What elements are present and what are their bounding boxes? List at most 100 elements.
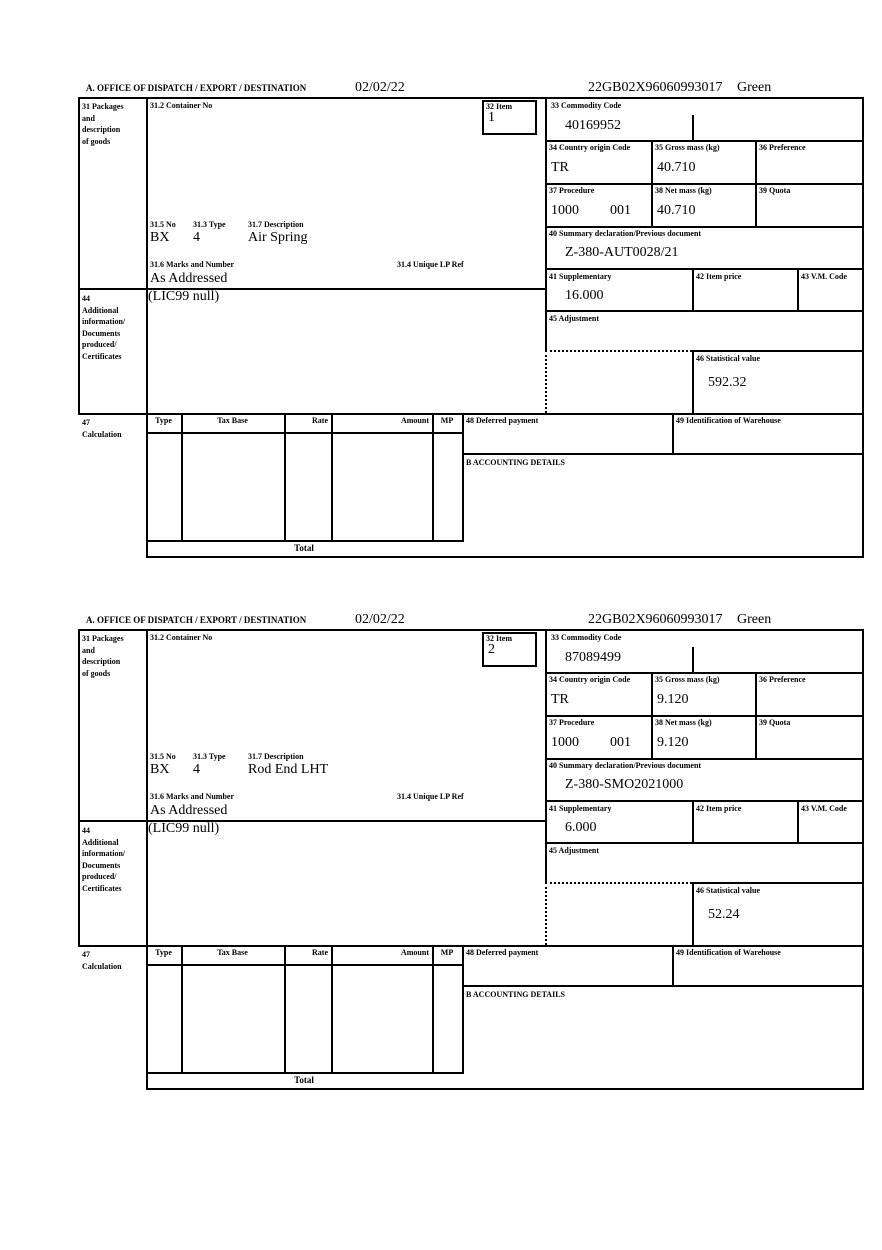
calc-col-amount: Amount	[400, 948, 429, 957]
dotted-border-line	[545, 882, 547, 945]
previous-document-label: 40 Summary declaration/Previous document	[549, 761, 702, 770]
border-line	[432, 945, 434, 1072]
package-no-label: 31.5 No	[150, 752, 176, 761]
calc-total-label: Total	[294, 1075, 314, 1085]
item-number-box	[482, 632, 537, 667]
border-line	[862, 97, 864, 558]
country-origin-value: TR	[551, 692, 569, 707]
border-line	[146, 540, 464, 542]
adjustment-label: 45 Adjustment	[549, 846, 600, 855]
declaration-date: 02/02/22	[355, 80, 405, 95]
previous-document-label: 40 Summary declaration/Previous document	[549, 229, 702, 238]
border-line	[672, 945, 674, 985]
package-type-value: 4	[193, 762, 200, 777]
border-line	[78, 945, 864, 947]
item-number-box	[482, 100, 537, 135]
border-line	[755, 672, 757, 758]
label-line: Certificates	[82, 883, 122, 893]
border-line	[146, 432, 464, 434]
commodity-code-divider	[692, 115, 694, 140]
gross-mass-value: 9.120	[657, 692, 689, 707]
label-line: description	[82, 125, 121, 134]
procedure-value-2: 001	[610, 203, 631, 218]
supplementary-label: 41 Supplementary	[549, 272, 612, 281]
label-line: and	[82, 645, 95, 655]
border-line	[545, 97, 547, 350]
box47-calculation-label: 47 Calculation	[82, 949, 122, 972]
label-line: Documents	[82, 860, 121, 870]
box44-additional-info-label: 44 Additional information/ Documents pro…	[82, 825, 125, 894]
additional-information-value: (LIC99 null)	[148, 289, 220, 304]
net-mass-label: 38 Net mass (kg)	[655, 186, 712, 195]
label-line: Additional	[82, 837, 119, 847]
calc-col-tax-base: Tax Base	[217, 416, 248, 425]
border-line	[797, 800, 799, 842]
border-line	[78, 629, 864, 631]
unique-lp-ref-label: 31.4 Unique LP Ref	[397, 792, 464, 801]
calc-col-rate: Rate	[312, 948, 328, 957]
calc-col-type: Type	[155, 948, 172, 957]
border-line	[331, 945, 333, 1072]
country-origin-label: 34 Country origin Code	[549, 675, 631, 684]
supplementary-label: 41 Supplementary	[549, 804, 612, 813]
border-line	[432, 413, 434, 540]
accounting-details-label: B ACCOUNTING DETAILS	[466, 458, 565, 467]
declaration-date: 02/02/22	[355, 612, 405, 627]
net-mass-value: 9.120	[657, 735, 689, 750]
commodity-code-label: 33 Commodity Code	[551, 101, 622, 110]
procedure-value-2: 001	[610, 735, 631, 750]
label-line: information/	[82, 849, 126, 858]
commodity-code-divider	[692, 647, 694, 672]
box47-calculation-label: 47 Calculation	[82, 417, 122, 440]
mrn-number: 22GB02X96060993017	[588, 612, 723, 627]
routing-status: Green	[737, 80, 772, 95]
calc-total-label: Total	[294, 543, 314, 553]
label-line: 44	[82, 294, 90, 303]
quota-label: 39 Quota	[759, 718, 791, 727]
label-line: Calculation	[82, 429, 122, 439]
border-line	[545, 672, 864, 674]
customs-item-form-2: A. OFFICE OF DISPATCH / EXPORT / DESTINA…	[78, 612, 866, 1094]
label-line: Documents	[82, 328, 121, 338]
statistical-value: 52.24	[708, 907, 740, 922]
package-no-value: BX	[150, 762, 170, 777]
border-line	[78, 97, 864, 99]
border-line	[146, 97, 148, 558]
dotted-border-line	[545, 350, 692, 352]
border-line	[545, 715, 864, 717]
item-label: 32 Item	[486, 634, 512, 643]
country-origin-label: 34 Country origin Code	[549, 143, 631, 152]
border-line	[331, 413, 333, 540]
border-line	[78, 97, 80, 415]
item-price-label: 42 Item price	[696, 272, 742, 281]
calc-col-rate: Rate	[312, 416, 328, 425]
calc-col-tax-base: Tax Base	[217, 948, 248, 957]
label-line: 31 Packages	[82, 634, 124, 643]
package-type-label: 31.3 Type	[193, 220, 226, 229]
border-line	[545, 758, 864, 760]
border-line	[146, 964, 464, 966]
dotted-border-line	[545, 882, 692, 884]
office-of-dispatch-label: A. OFFICE OF DISPATCH / EXPORT / DESTINA…	[86, 615, 307, 625]
label-line: produced/	[82, 872, 117, 881]
item-number-value: 2	[488, 642, 495, 657]
vm-code-label: 43 V.M. Code	[801, 804, 847, 813]
description-label: 31.7 Description	[248, 752, 304, 761]
statistical-value: 592.32	[708, 375, 747, 390]
marks-and-number-label: 31.6 Marks and Number	[150, 792, 235, 801]
border-line	[462, 985, 864, 987]
border-line	[545, 629, 547, 882]
gross-mass-label: 35 Gross mass (kg)	[655, 143, 720, 152]
label-line: Certificates	[82, 351, 122, 361]
accounting-details-label: B ACCOUNTING DETAILS	[466, 990, 565, 999]
calc-col-mp: MP	[440, 948, 454, 957]
border-line	[862, 629, 864, 1090]
statistical-value-label: 46 Statistical value	[696, 354, 760, 363]
border-line	[692, 800, 694, 842]
border-line	[545, 268, 864, 270]
unique-lp-ref-label: 31.4 Unique LP Ref	[397, 260, 464, 269]
border-line	[181, 945, 183, 1072]
goods-description-value: Rod End LHT	[248, 762, 329, 777]
border-line	[284, 413, 286, 540]
border-line	[78, 820, 547, 822]
